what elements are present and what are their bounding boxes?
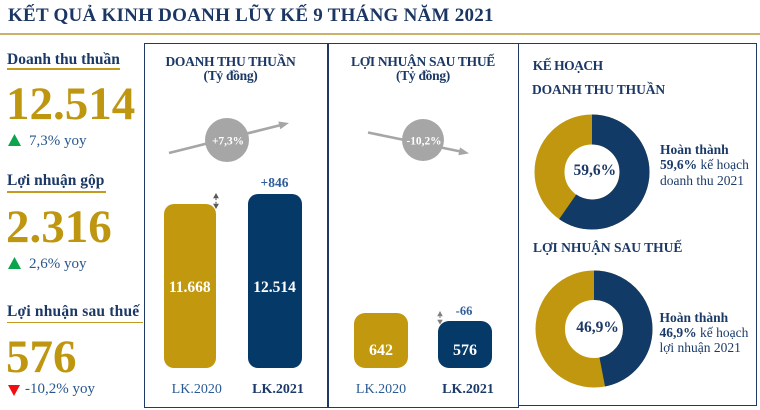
svg-text:-10,2%: -10,2%: [406, 135, 441, 147]
svg-text:+7,3%: +7,3%: [212, 135, 244, 147]
